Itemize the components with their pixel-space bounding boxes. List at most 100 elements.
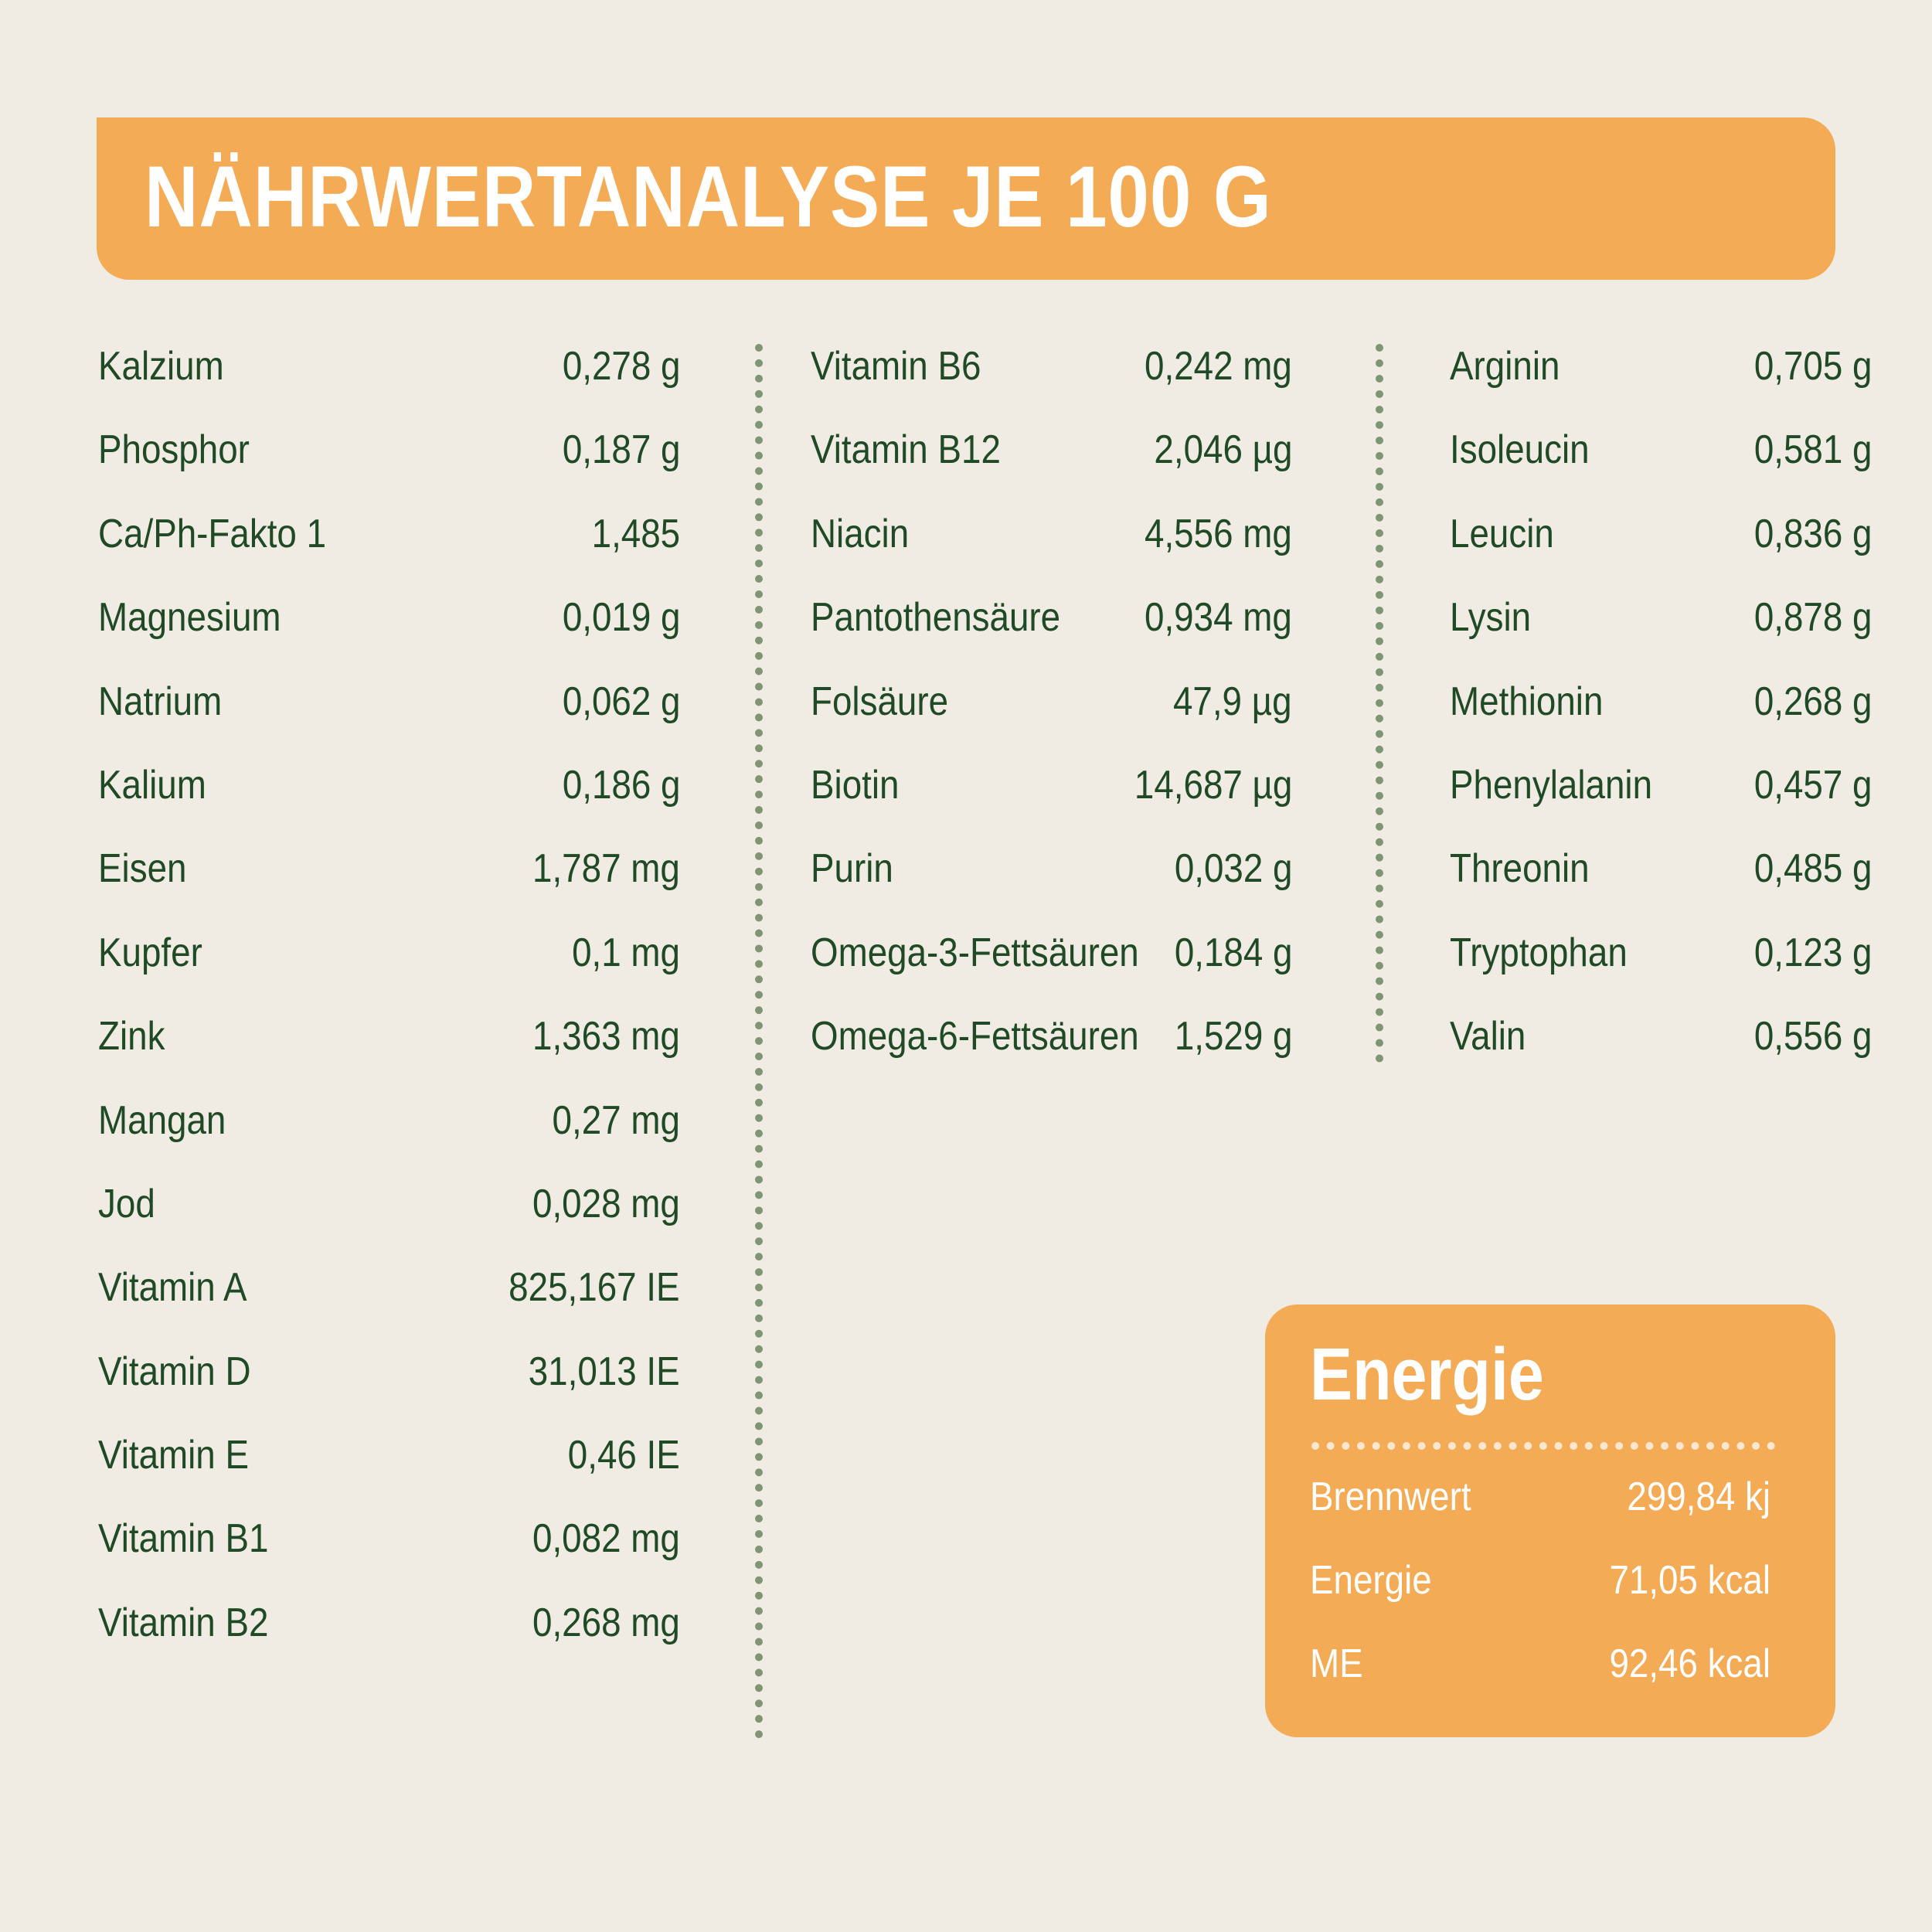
- nutrient-label: Valin: [1450, 1014, 1526, 1060]
- nutrient-row: Vitamin D 31,013 IE: [98, 1342, 680, 1425]
- nutrient-value: 1,787 mg: [532, 846, 680, 892]
- nutrient-label: Arginin: [1450, 344, 1560, 389]
- nutrient-value: 14,687 µg: [1134, 762, 1292, 808]
- nutrient-row: Vitamin A 825,167 IE: [98, 1257, 680, 1341]
- energy-rows: Brennwert 299,84 kj Energie 71,05 kcal ME 92,…: [1310, 1467, 1770, 1717]
- nutrient-value: 1,529 g: [1174, 1014, 1292, 1060]
- nutrient-value: 0,268 g: [1753, 679, 1872, 724]
- nutrient-value: 47,9 µg: [1173, 679, 1292, 724]
- nutrient-row: Valin 0,556 g: [1450, 1006, 1872, 1090]
- energy-label: Energie: [1310, 1558, 1432, 1603]
- nutrient-label: Mangan: [98, 1097, 226, 1143]
- nutrient-row: Vitamin B12 2,046 µg: [811, 420, 1292, 503]
- nutrient-label: Isoleucin: [1450, 427, 1590, 473]
- nutrient-label: Methionin: [1450, 679, 1604, 724]
- nutrient-row: Mangan 0,27 mg: [98, 1090, 680, 1174]
- nutrient-row: Zink 1,363 mg: [98, 1006, 680, 1090]
- nutrient-label: Vitamin A: [98, 1265, 247, 1311]
- nutrient-label: Omega-6-Fettsäuren: [811, 1014, 1139, 1060]
- page-title: NÄHRWERTANALYSE JE 100 G: [145, 148, 1272, 245]
- nutrient-value: 0,186 g: [562, 762, 680, 808]
- nutrient-value: 0,184 g: [1174, 930, 1292, 975]
- energy-label: Brennwert: [1310, 1475, 1471, 1519]
- energy-row: Brennwert 299,84 kj: [1310, 1467, 1770, 1550]
- nutrient-label: Vitamin B1: [98, 1516, 269, 1562]
- nutrient-row: Lysin 0,878 g: [1450, 587, 1872, 671]
- energy-value: 71,05 kcal: [1609, 1558, 1770, 1603]
- nutrient-row: Threonin 0,485 g: [1450, 838, 1872, 922]
- nutrient-row: Omega-6-Fettsäuren 1,529 g: [811, 1006, 1292, 1090]
- nutrient-row: Isoleucin 0,581 g: [1450, 420, 1872, 503]
- nutrient-value: 0,123 g: [1753, 930, 1872, 975]
- nutrient-label: Kalzium: [98, 344, 224, 389]
- nutrient-value: 0,1 mg: [572, 930, 680, 975]
- nutrient-value: 0,028 mg: [532, 1181, 680, 1226]
- nutrient-row: Pantothensäure 0,934 mg: [811, 587, 1292, 671]
- nutrient-label: Natrium: [98, 679, 223, 724]
- nutrient-row: Phenylalanin 0,457 g: [1450, 755, 1872, 838]
- nutrient-label: Magnesium: [98, 595, 281, 641]
- nutrient-label: Threonin: [1450, 846, 1590, 892]
- nutrient-row: Natrium 0,062 g: [98, 672, 680, 755]
- nutrient-label: Purin: [811, 846, 893, 892]
- nutrient-label: Niacin: [811, 511, 910, 556]
- nutrient-row: Kupfer 0,1 mg: [98, 923, 680, 1006]
- nutrient-row: Leucin 0,836 g: [1450, 504, 1872, 587]
- nutrient-row: Vitamin B6 0,242 mg: [811, 336, 1292, 420]
- energy-title: Energie: [1310, 1333, 1544, 1416]
- nutrient-row: Kalzium 0,278 g: [98, 336, 680, 420]
- nutrient-value: 0,019 g: [562, 595, 680, 641]
- nutrient-value: 825,167 IE: [509, 1265, 680, 1311]
- nutrient-value: 4,556 mg: [1145, 511, 1292, 556]
- header-bar: NÄHRWERTANALYSE JE 100 G: [97, 117, 1835, 280]
- nutrient-value: 0,278 g: [562, 344, 680, 389]
- nutrient-label: Biotin: [811, 762, 900, 808]
- nutrient-column-amino-acids: Arginin 0,705 g Isoleucin 0,581 g Leucin 0,83…: [1450, 336, 1872, 1090]
- nutrient-value: 0,187 g: [562, 427, 680, 473]
- nutrient-value: 0,46 IE: [567, 1433, 680, 1478]
- nutrient-label: Folsäure: [811, 679, 949, 724]
- nutrient-value: 0,556 g: [1753, 1014, 1872, 1060]
- nutrient-label: Jod: [98, 1181, 155, 1226]
- nutrient-label: Zink: [98, 1014, 165, 1060]
- nutrient-row: Tryptophan 0,123 g: [1450, 923, 1872, 1006]
- nutrient-row: Purin 0,032 g: [811, 838, 1292, 922]
- nutrient-value: 0,457 g: [1753, 762, 1872, 808]
- nutrient-value: 0,27 mg: [552, 1097, 680, 1143]
- nutrient-value: 0,082 mg: [532, 1516, 680, 1562]
- nutrient-label: Phosphor: [98, 427, 250, 473]
- nutrient-row: Methionin 0,268 g: [1450, 672, 1872, 755]
- nutrient-label: Vitamin B2: [98, 1600, 269, 1645]
- nutrient-label: Tryptophan: [1450, 930, 1628, 975]
- nutrient-value: 0,581 g: [1753, 427, 1872, 473]
- energy-row: Energie 71,05 kcal: [1310, 1550, 1770, 1634]
- nutrient-row: Niacin 4,556 mg: [811, 504, 1292, 587]
- energy-divider: [1311, 1442, 1775, 1450]
- nutrient-row: Phosphor 0,187 g: [98, 420, 680, 503]
- nutrient-row: Kalium 0,186 g: [98, 755, 680, 838]
- nutrient-value: 0,268 mg: [532, 1600, 680, 1645]
- nutrient-label: Vitamin D: [98, 1349, 251, 1394]
- nutrient-value: 1,363 mg: [532, 1014, 680, 1060]
- energy-row: ME 92,46 kcal: [1310, 1634, 1770, 1717]
- nutrient-value: 0,062 g: [562, 679, 680, 724]
- energy-label: ME: [1310, 1641, 1363, 1686]
- nutrient-label: Lysin: [1450, 595, 1532, 641]
- nutrient-value: 0,705 g: [1753, 344, 1872, 389]
- nutrient-value: 0,242 mg: [1145, 344, 1292, 389]
- energy-box: Energie Brennwert 299,84 kj Energie 71,05 k…: [1265, 1304, 1835, 1737]
- nutrient-label: Vitamin B12: [811, 427, 1001, 473]
- nutrient-row: Ca/Ph-Fakto 1 1,485: [98, 504, 680, 587]
- nutrient-value: 0,485 g: [1753, 846, 1872, 892]
- nutrient-row: Folsäure 47,9 µg: [811, 672, 1292, 755]
- nutrient-row: Eisen 1,787 mg: [98, 838, 680, 922]
- nutrient-value: 1,485: [591, 511, 680, 556]
- nutrient-value: 0,032 g: [1174, 846, 1292, 892]
- column-divider: [755, 344, 763, 1739]
- energy-value: 92,46 kcal: [1609, 1641, 1770, 1686]
- nutrient-label: Omega-3-Fettsäuren: [811, 930, 1139, 975]
- nutrient-label: Vitamin B6: [811, 344, 981, 389]
- nutrient-column-minerals-vitamins: Kalzium 0,278 g Phosphor 0,187 g Ca/Ph-Fakto…: [98, 336, 680, 1676]
- nutrient-label: Pantothensäure: [811, 595, 1061, 641]
- nutrient-label: Vitamin E: [98, 1433, 250, 1478]
